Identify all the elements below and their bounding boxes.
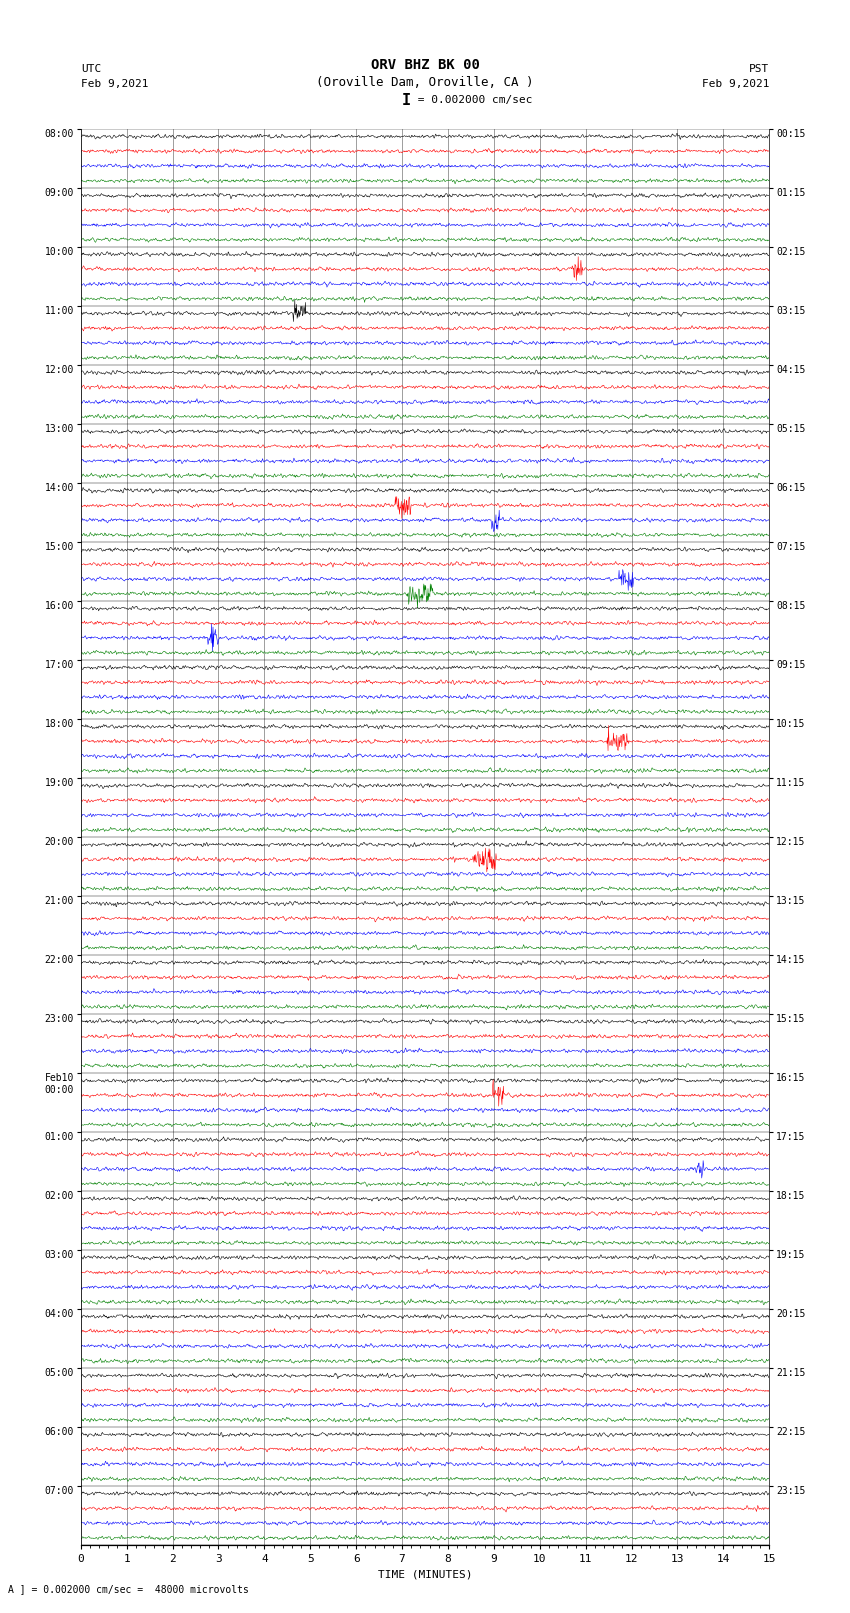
Text: PST: PST (749, 65, 769, 74)
X-axis label: TIME (MINUTES): TIME (MINUTES) (377, 1569, 473, 1579)
Text: (Oroville Dam, Oroville, CA ): (Oroville Dam, Oroville, CA ) (316, 76, 534, 89)
Text: A ] = 0.002000 cm/sec =  48000 microvolts: A ] = 0.002000 cm/sec = 48000 microvolts (8, 1584, 249, 1594)
Text: Feb 9,2021: Feb 9,2021 (81, 79, 148, 89)
Text: ORV BHZ BK 00: ORV BHZ BK 00 (371, 58, 479, 71)
Text: = 0.002000 cm/sec: = 0.002000 cm/sec (411, 95, 532, 105)
Text: I: I (402, 92, 411, 108)
Text: UTC: UTC (81, 65, 101, 74)
Text: Feb 9,2021: Feb 9,2021 (702, 79, 769, 89)
